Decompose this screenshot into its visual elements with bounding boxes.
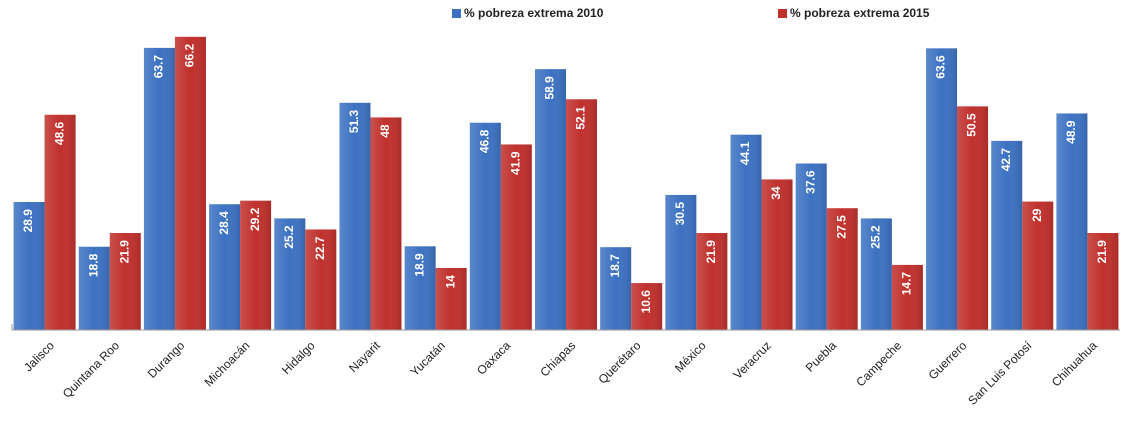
bar-shade [339,102,371,330]
bar-shade [404,246,436,330]
data-label: 51.3 [347,109,361,133]
data-label: 48.9 [1064,120,1078,144]
data-label: 25.2 [869,225,883,249]
bar-shade [761,179,793,330]
legend-label: % pobreza extrema 2015 [790,6,930,20]
bar-shade [1022,201,1054,330]
bar-shade [826,208,858,330]
data-label: 28.9 [21,209,35,233]
data-label: 14 [443,275,457,289]
bar-shade [469,122,501,330]
bar-shade [44,114,76,331]
data-label: 30.5 [673,202,687,226]
x-tick-label: Chihuahua [1049,338,1100,389]
bar-shade [370,117,402,330]
bar-shade [1056,113,1088,330]
data-label: 25.2 [282,225,296,249]
data-label: 21.9 [1095,240,1109,264]
bar-shade [957,106,989,330]
bar-shade [795,163,827,330]
bar-shade [13,202,45,330]
bar-shade [1087,233,1119,330]
bar-shade [240,200,272,330]
data-label: 14.7 [900,272,914,296]
data-label: 21.9 [117,240,131,264]
data-label: 18.7 [608,254,622,278]
bar-shade [696,233,728,330]
bar-shade [991,140,1023,330]
data-label: 29.2 [248,207,262,231]
x-tick-label: Guerrero [926,338,970,382]
data-label: 50.5 [965,113,979,137]
bar-shade [566,99,597,331]
data-label: 48.6 [52,121,66,145]
bar-shade [631,283,663,330]
data-label: 21.9 [704,240,718,264]
bar-shade [109,233,141,330]
bar-shade [891,264,923,330]
legend-label: % pobreza extrema 2010 [464,6,604,20]
data-label: 41.9 [508,151,522,175]
data-label: 29 [1030,208,1044,222]
x-tick-label: Chiapas [537,338,578,379]
x-tick-label: Oaxaca [474,338,513,377]
x-tick-label: Puebla [803,338,840,375]
bar-shade [500,144,532,330]
data-label: 34 [769,186,783,200]
bar-shade [860,218,892,330]
data-label: 66.2 [183,44,197,68]
bar-shade [209,204,241,330]
x-tick-label: Veracruz [731,338,774,381]
data-label: 10.6 [639,290,653,314]
bar-shade [274,218,306,330]
data-label: 46.8 [477,129,491,153]
data-label: 27.5 [834,215,848,239]
bar-shade [174,36,206,330]
data-label: 18.8 [86,253,100,277]
data-label: 28.4 [217,211,231,235]
x-tick-label: Quintana Roo [60,338,122,400]
data-label: 42.7 [999,148,1013,172]
bar-shade [535,69,566,331]
bar-shade [435,268,467,330]
bar-shade [305,229,337,330]
x-tick-label: Hidalgo [279,338,318,377]
bar-shade [78,246,110,330]
bar-shade [665,194,697,330]
bar-shade [600,247,632,330]
data-label: 48 [378,124,392,138]
data-label: 63.7 [152,55,166,79]
x-tick-label: México [672,338,709,375]
data-label: 37.6 [803,170,817,194]
bar-shade [926,48,958,330]
data-label: 44.1 [738,141,752,165]
data-label: 22.7 [313,236,327,260]
x-tick-label: San Luis Potosí [965,338,1035,408]
x-tick-label: Yucatán [407,338,448,379]
data-label: 58.9 [543,76,557,100]
x-tick-label: Michoacán [202,338,253,389]
legend-swatch [452,9,461,18]
legend-swatch [778,9,787,18]
x-tick-label: Jalisco [21,338,57,374]
x-tick-label: Nayarit [346,338,383,375]
x-tick-label: Querétaro [595,338,643,386]
x-tick-label: Campeche [853,338,904,389]
x-tick-label: Durango [145,338,188,381]
bar-shade [143,47,175,331]
bar-shade [730,134,762,330]
data-label: 63.6 [934,55,948,79]
data-label: 52.1 [574,106,588,130]
data-label: 18.9 [412,253,426,277]
